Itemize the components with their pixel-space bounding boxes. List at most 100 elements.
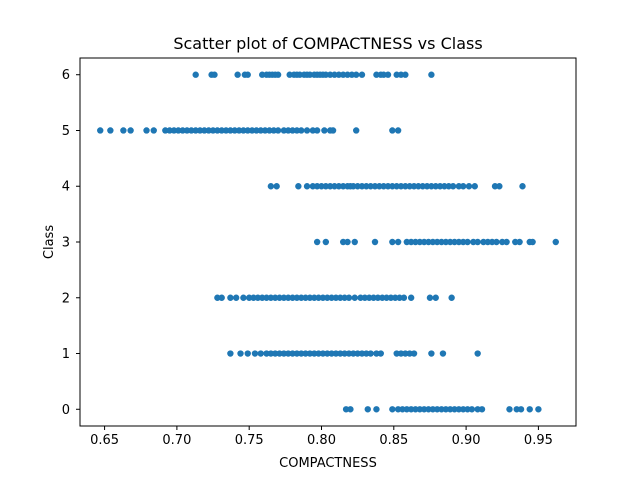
scatter-point — [244, 350, 251, 357]
x-tick-label: 0.85 — [379, 433, 408, 448]
scatter-point — [493, 238, 500, 246]
scatter-point — [516, 238, 523, 246]
scatter-point — [402, 71, 409, 78]
scatter-point — [274, 71, 282, 78]
scatter-point — [465, 183, 473, 190]
scatter-point — [407, 294, 415, 301]
scatter-point — [120, 127, 127, 134]
scatter-point — [353, 127, 360, 134]
scatter-point — [428, 350, 435, 357]
scatter-point — [351, 238, 358, 246]
x-axis-label: COMPACTNESS — [279, 456, 377, 471]
scatter-point — [389, 406, 396, 413]
scatter-point — [127, 127, 134, 134]
scatter-point — [353, 71, 360, 78]
scatter-point — [227, 350, 234, 357]
scatter-point — [313, 238, 321, 246]
scatter-point — [503, 238, 510, 246]
scatter-point — [232, 294, 240, 301]
scatter-point — [97, 127, 104, 134]
chart-title: Scatter plot of COMPACTNESS vs Class — [173, 34, 482, 53]
scatter-point — [552, 238, 559, 246]
x-tick-label: 0.65 — [90, 433, 119, 448]
scatter-point — [373, 406, 380, 413]
scatter-point — [295, 183, 302, 190]
scatter-point — [273, 183, 280, 190]
scatter-point — [389, 238, 396, 246]
scatter-point — [227, 294, 234, 301]
scatter-point — [143, 127, 150, 134]
scatter-point — [321, 127, 328, 134]
scatter-point — [351, 294, 358, 301]
x-tick-label: 0.95 — [524, 433, 553, 448]
scatter-point — [474, 350, 481, 357]
y-tick-label: 2 — [62, 291, 70, 306]
x-tick-label: 0.90 — [452, 433, 481, 448]
x-axis: 0.65 0.70 0.75 0.80 0.85 0.90 0.95 — [90, 426, 553, 448]
scatter-point — [358, 71, 366, 78]
scatter-point — [364, 406, 371, 413]
scatter-point — [218, 294, 225, 301]
scatter-point — [448, 294, 455, 301]
y-tick-label: 3 — [62, 236, 70, 251]
x-tick-label: 0.80 — [307, 433, 336, 448]
scatter-point — [344, 238, 351, 246]
scatter-point — [428, 71, 435, 78]
scatter-point — [471, 183, 478, 190]
scatter-point — [389, 127, 396, 134]
scatter-point — [526, 406, 533, 413]
scatter-point — [371, 238, 379, 246]
x-tick-label: 0.75 — [235, 433, 264, 448]
scatter-point — [192, 71, 199, 78]
scatter-point — [345, 294, 353, 301]
scatter-point — [257, 350, 264, 357]
scatter-point — [474, 238, 481, 246]
y-tick-label: 6 — [62, 68, 70, 83]
scatter-point — [234, 71, 241, 78]
scatter-point — [107, 127, 114, 134]
scatter-point — [267, 183, 275, 190]
scatter-point — [237, 350, 244, 357]
scatter-point — [240, 294, 247, 301]
scatter-point — [464, 238, 471, 246]
scatter-point — [519, 183, 526, 190]
scatter-point — [394, 127, 402, 134]
scatter-point — [439, 350, 447, 357]
scatter-point — [460, 183, 467, 190]
scatter-point — [322, 238, 330, 246]
scatter-point — [347, 406, 354, 413]
scatter-point — [313, 127, 321, 134]
scatter-point — [211, 71, 218, 78]
scatter-point — [517, 406, 525, 413]
scatter-point — [150, 127, 157, 134]
scatter-point — [298, 127, 305, 134]
scatter-point — [496, 183, 503, 190]
scatter-point — [478, 406, 486, 413]
scatter-point — [468, 406, 476, 413]
scatter-point — [400, 294, 408, 301]
scatter-point — [529, 238, 536, 246]
y-tick-label: 1 — [62, 347, 70, 362]
scatter-point — [426, 294, 434, 301]
y-tick-label: 0 — [62, 403, 70, 418]
y-axis: 0 1 2 3 4 5 6 — [62, 68, 80, 418]
scatter-point — [394, 238, 402, 246]
scatter-point — [384, 71, 392, 78]
y-tick-label: 4 — [62, 180, 70, 195]
scatter-point — [506, 406, 513, 413]
scatter-point — [244, 71, 251, 78]
scatter-point — [251, 350, 259, 357]
y-axis-label: Class — [42, 225, 57, 259]
scatter-point — [377, 350, 384, 357]
scatter-point — [367, 350, 374, 357]
points-layer — [97, 71, 559, 413]
scatter-point — [303, 127, 311, 134]
x-tick-label: 0.70 — [162, 433, 191, 448]
scatter-point — [303, 183, 311, 190]
scatter-point — [449, 183, 457, 190]
scatter-point — [410, 350, 418, 357]
scatter-point — [274, 127, 282, 134]
y-tick-label: 5 — [62, 124, 70, 139]
